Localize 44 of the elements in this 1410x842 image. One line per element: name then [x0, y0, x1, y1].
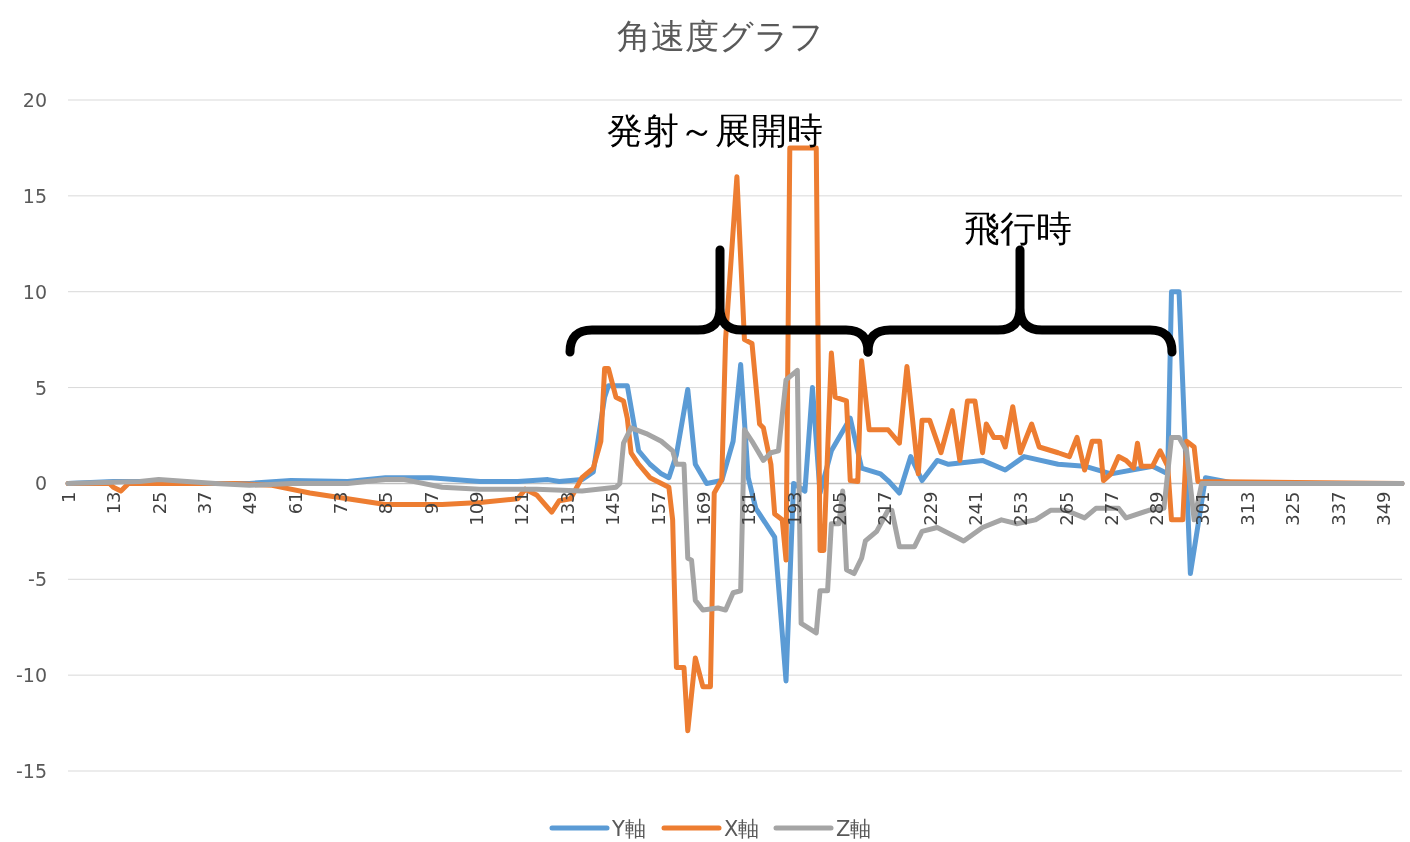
- y-tick-label: 0: [34, 472, 47, 495]
- annotation: 飛行時: [964, 208, 1072, 249]
- legend-label: X軸: [724, 817, 760, 841]
- chart-title: 角速度グラフ: [616, 16, 824, 56]
- x-tick-label: 265: [1055, 491, 1077, 526]
- x-tick-label: 277: [1101, 491, 1123, 526]
- x-tick-label: 229: [919, 491, 941, 526]
- x-tick-label: 337: [1327, 491, 1349, 526]
- legend-label: Z軸: [836, 817, 872, 841]
- x-tick-label: 133: [556, 491, 578, 526]
- x-tick-label: 145: [602, 491, 624, 526]
- x-tick-label: 313: [1237, 491, 1259, 526]
- x-tick-label: 181: [738, 491, 760, 526]
- x-tick-label: 325: [1282, 491, 1304, 526]
- x-tick-label: 61: [284, 491, 306, 515]
- x-tick-label: 301: [1191, 491, 1213, 526]
- x-tick-label: 217: [874, 491, 896, 526]
- y-tick-label: 5: [34, 376, 47, 399]
- x-tick-label: 121: [511, 491, 533, 526]
- x-tick-label: 253: [1010, 491, 1032, 526]
- x-tick-label: 205: [828, 491, 850, 526]
- x-tick-label: 157: [647, 491, 669, 526]
- x-tick-label: 193: [783, 491, 805, 526]
- x-tick-label: 1: [58, 491, 79, 503]
- y-tick-label: -5: [28, 568, 47, 591]
- x-tick-label: 73: [330, 491, 352, 515]
- annotation: 発射～展開時: [607, 110, 823, 151]
- y-tick-label: 15: [22, 184, 47, 207]
- x-tick-label: 349: [1373, 491, 1395, 526]
- x-tick-label: 37: [194, 491, 216, 515]
- y-tick-label: -15: [15, 760, 47, 782]
- x-tick-label: 97: [420, 491, 442, 515]
- x-tick-label: 241: [964, 491, 986, 526]
- y-tick-label: 10: [22, 280, 47, 303]
- x-tick-label: 109: [466, 491, 488, 526]
- x-tick-label: 169: [692, 491, 714, 526]
- legend-label: Y軸: [611, 817, 646, 841]
- x-tick-label: 13: [103, 491, 125, 515]
- y-tick-label: 20: [22, 89, 47, 111]
- x-tick-label: 85: [375, 491, 397, 515]
- x-tick-label: 289: [1146, 491, 1168, 526]
- x-tick-label: 25: [148, 491, 170, 515]
- x-tick-label: 49: [239, 491, 261, 515]
- y-tick-label: -10: [15, 664, 47, 687]
